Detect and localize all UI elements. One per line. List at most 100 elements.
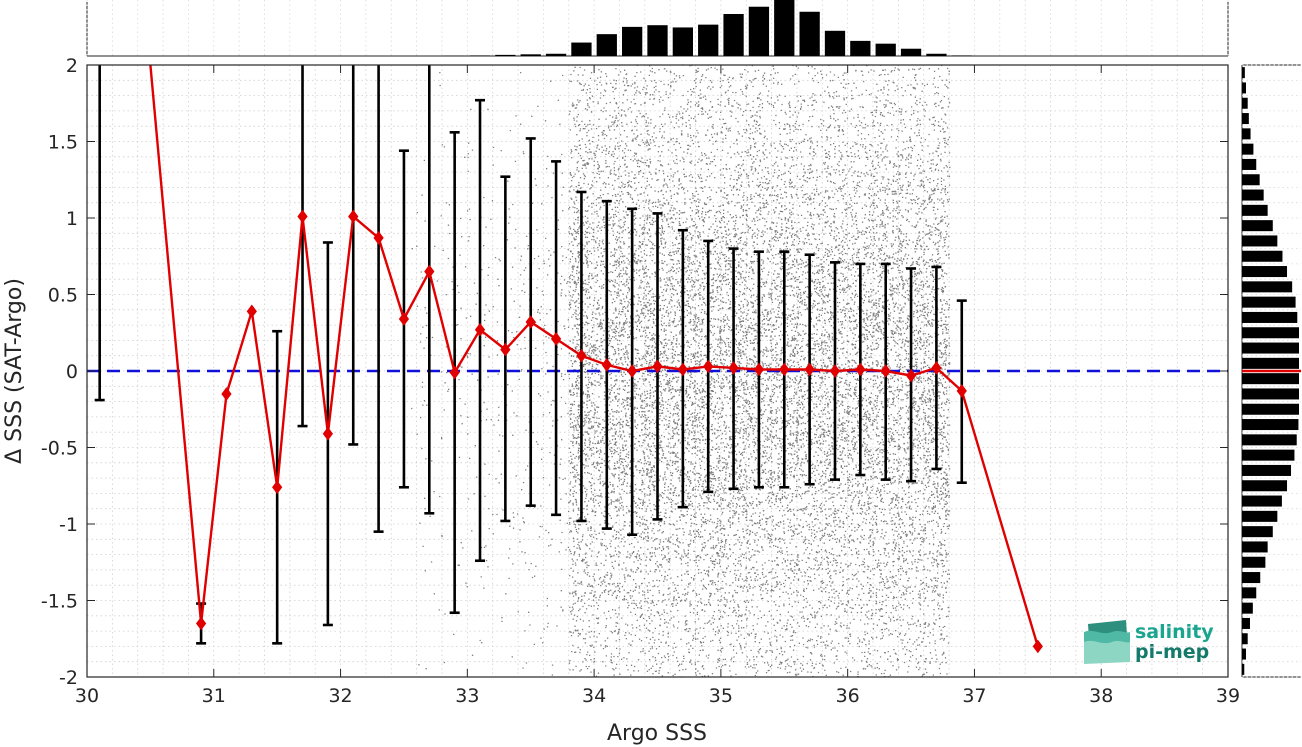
error-bar (94, 65, 105, 402)
x-tick-label: 31 (202, 685, 226, 707)
right-histogram-bar (1242, 526, 1273, 538)
mean-marker (398, 312, 410, 326)
logo-line-1: salinity (1135, 621, 1214, 643)
y-tick-label: -1.5 (41, 591, 78, 613)
right-histogram-bar (1242, 556, 1266, 568)
top-histogram-bar (495, 54, 516, 56)
right-histogram-grid (1242, 64, 1301, 678)
logo-line-2: pi-mep (1135, 641, 1209, 663)
top-histogram-bar (824, 30, 846, 56)
mean-marker (677, 362, 688, 377)
mean-marker (550, 332, 562, 346)
mean-marker (373, 231, 384, 245)
top-histogram (86, 0, 1229, 57)
right-histogram-bar (1242, 495, 1282, 507)
mean-marker (272, 480, 283, 495)
y-tick-label: 1.5 (48, 132, 78, 154)
salinity-pi-mep-logo: salinity pi-mep (1084, 620, 1214, 664)
mean-marker (905, 368, 917, 383)
right-histogram-bar (1242, 633, 1248, 645)
right-histogram-bar (1242, 128, 1251, 140)
mean-marker (449, 365, 460, 380)
top-histogram-bar (900, 48, 922, 56)
mean-marker (728, 361, 739, 375)
right-histogram-bar (1242, 67, 1245, 79)
right-histogram-bar (1242, 342, 1299, 354)
y-tick-label: -0.5 (41, 438, 78, 460)
right-histogram-bar (1242, 357, 1299, 369)
mean-marker (829, 364, 841, 378)
y-tick-label: 0 (66, 361, 78, 383)
right-histogram-bar (1242, 663, 1245, 675)
top-histogram-bar (647, 25, 668, 56)
x-tick-label: 34 (582, 685, 606, 707)
error-bar (348, 65, 359, 446)
right-histogram-bar (1242, 541, 1268, 553)
error-bar (424, 65, 435, 515)
mean-marker (601, 358, 612, 372)
right-histogram-bar (1242, 113, 1249, 125)
x-tick-label: 39 (1216, 685, 1240, 707)
right-histogram-bar (1242, 373, 1299, 385)
mean-marker (1032, 639, 1043, 654)
right-histogram-bar (1242, 235, 1278, 247)
mean-marker (880, 364, 891, 378)
top-histogram-bar (799, 11, 820, 56)
right-histogram-bar (1242, 617, 1250, 629)
mean-series (149, 65, 1043, 654)
top-histogram-bar (748, 6, 770, 56)
mean-marker (753, 362, 765, 377)
right-histogram-bar (1242, 434, 1297, 446)
top-histogram-bar (596, 34, 617, 56)
y-tick-label: 0.5 (48, 285, 78, 307)
mean-marker (246, 304, 257, 319)
mean-marker (525, 315, 536, 329)
right-histogram-bar (1242, 281, 1293, 293)
y-tick-label: -1 (59, 514, 78, 536)
x-tick-label: 38 (1089, 685, 1113, 707)
right-histogram-bar (1242, 449, 1295, 461)
right-histogram-bar (1242, 189, 1264, 201)
right-histogram-bar (1242, 510, 1278, 522)
x-tick-label: 36 (836, 685, 860, 707)
mean-marker (500, 342, 511, 357)
mean-marker (322, 426, 334, 441)
mean-marker (195, 616, 207, 631)
x-tick-label: 37 (962, 685, 986, 707)
right-histogram-bar (1242, 220, 1273, 232)
top-histogram-bar (672, 27, 693, 56)
mean-marker (804, 362, 815, 377)
mean-marker (652, 359, 663, 374)
right-histogram-bar (1242, 419, 1299, 431)
mean-marker (703, 359, 714, 374)
right-histogram-bar (1242, 602, 1253, 614)
mean-marker (779, 362, 790, 377)
top-histogram-bar (520, 54, 541, 56)
mean-marker (931, 361, 942, 375)
logo-waves-icon (1084, 620, 1130, 664)
right-histogram (1241, 64, 1301, 678)
top-histogram-bar (571, 42, 592, 56)
mean-marker (627, 364, 638, 378)
mean-marker (297, 209, 308, 224)
mean-marker (424, 264, 435, 279)
right-histogram-bar (1242, 480, 1288, 492)
error-bar (373, 65, 384, 533)
x-tick-label: 33 (455, 685, 479, 707)
y-axis-label: Δ SSS (SAT-Argo) (2, 278, 27, 464)
right-histogram-bar (1242, 587, 1257, 599)
main-plot-area: 30 31 32 33 34 35 36 37 38 39 -2 -1.5 -1 -0.5 0 0.5 1 1.5… (41, 55, 1240, 707)
right-histogram-bar (1242, 204, 1268, 216)
top-histogram-bar (774, 0, 795, 56)
top-histogram-bar (698, 24, 719, 56)
x-tick-label: 35 (709, 685, 733, 707)
x-tick-label: 30 (75, 685, 99, 707)
y-tick-label: 2 (66, 55, 78, 77)
mean-marker (855, 362, 866, 377)
error-bar (297, 65, 308, 428)
top-histogram-bar (926, 53, 947, 56)
right-histogram-bar (1242, 388, 1299, 400)
right-histogram-bar (1242, 266, 1288, 278)
x-axis-label: Argo SSS (607, 721, 707, 746)
